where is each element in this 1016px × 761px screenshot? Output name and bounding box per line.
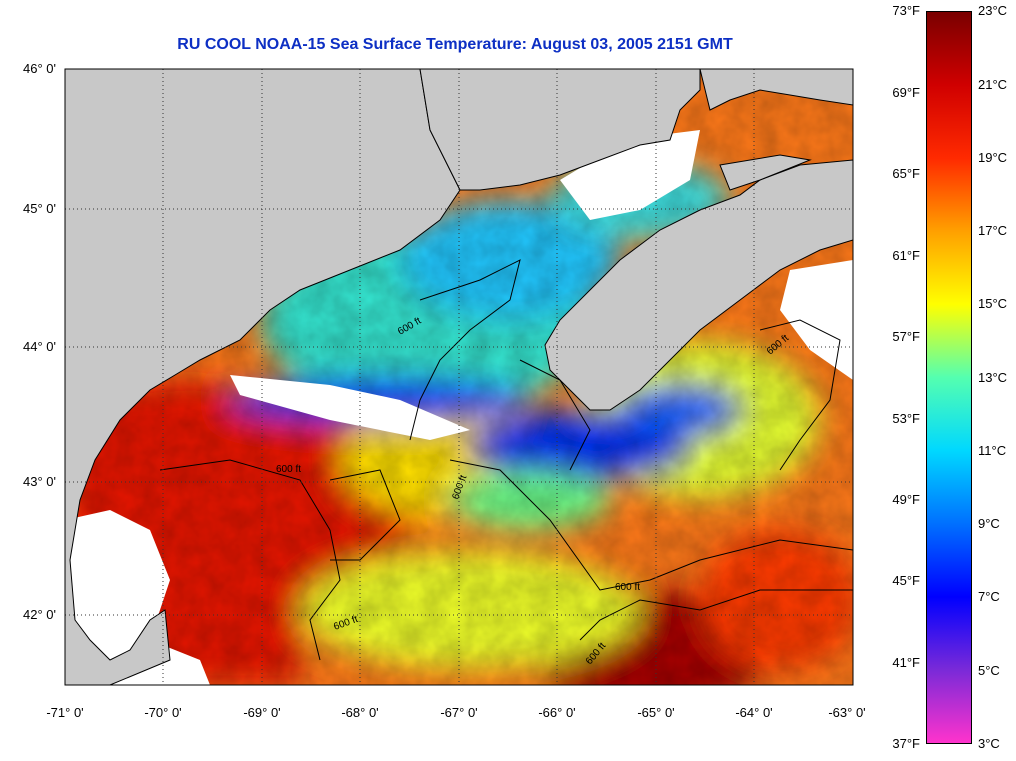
- land-cape-breton: [699, 69, 853, 111]
- celsius-label: 5°C: [978, 663, 1000, 678]
- celsius-label: 11°C: [978, 443, 1007, 458]
- isobath-600ft-2: [409, 259, 521, 441]
- lon-label: -71° 0': [46, 705, 84, 720]
- lat-label: 44° 0': [23, 339, 56, 354]
- celsius-label: 3°C: [978, 736, 1000, 751]
- lon-label: -65° 0': [637, 705, 675, 720]
- celsius-label: 21°C: [978, 77, 1008, 92]
- lon-label: -68° 0': [341, 705, 379, 720]
- fahrenheit-label: 49°F: [892, 492, 920, 507]
- celsius-label: 7°C: [978, 589, 1000, 604]
- celsius-label: 19°C: [978, 150, 1008, 165]
- fahrenheit-label: 65°F: [892, 166, 920, 181]
- lon-label: -63° 0': [828, 705, 866, 720]
- fahrenheit-label: 53°F: [892, 411, 920, 426]
- contour-label: 600 ft: [276, 464, 301, 475]
- isobath-600ft-1: [159, 459, 341, 661]
- lat-label: 43° 0': [23, 474, 56, 489]
- celsius-label: 13°C: [978, 370, 1008, 385]
- lat-label: 45° 0': [23, 201, 56, 216]
- colorbar: [926, 11, 972, 744]
- cloud-upper-bay: [560, 130, 700, 220]
- celsius-label: 15°C: [978, 296, 1008, 311]
- fahrenheit-label: 37°F: [892, 736, 920, 751]
- celsius-label: 17°C: [978, 223, 1008, 238]
- cloud-streak: [230, 375, 470, 440]
- land-nova-scotia-west: [719, 154, 812, 191]
- isobath-600ft-4: [579, 589, 853, 641]
- fahrenheit-label: 41°F: [892, 655, 920, 670]
- celsius-label: 9°C: [978, 516, 1000, 531]
- cloud-cape-cod: [65, 510, 210, 685]
- isobath-600ft-7: [519, 359, 591, 471]
- graticule: [65, 69, 853, 685]
- fahrenheit-label: 73°F: [892, 3, 920, 18]
- cloud-east: [780, 260, 853, 380]
- isobath-600ft-5: [759, 319, 841, 471]
- lon-label: -70° 0': [144, 705, 182, 720]
- lon-label: -69° 0': [243, 705, 281, 720]
- lat-label: 46° 0': [23, 61, 56, 76]
- map-title: RU COOL NOAA-15 Sea Surface Temperature:…: [177, 36, 733, 53]
- isobath-600ft-6: [329, 469, 401, 561]
- fahrenheit-label: 57°F: [892, 329, 920, 344]
- celsius-label: 23°C: [978, 3, 1008, 18]
- land-new-england: [65, 69, 461, 685]
- fahrenheit-label: 69°F: [892, 85, 920, 100]
- lon-label: -66° 0': [538, 705, 576, 720]
- lon-label: -67° 0': [440, 705, 478, 720]
- isobath-600ft-3: [449, 459, 853, 591]
- lon-label: -64° 0': [735, 705, 773, 720]
- contour-label: 600 ft: [615, 582, 640, 593]
- isobath-lines: [159, 259, 853, 661]
- land-new-brunswick: [419, 69, 701, 191]
- fahrenheit-label: 45°F: [892, 573, 920, 588]
- map-frame: [64, 68, 854, 686]
- lat-label: 42° 0': [23, 607, 56, 622]
- fahrenheit-label: 61°F: [892, 248, 920, 263]
